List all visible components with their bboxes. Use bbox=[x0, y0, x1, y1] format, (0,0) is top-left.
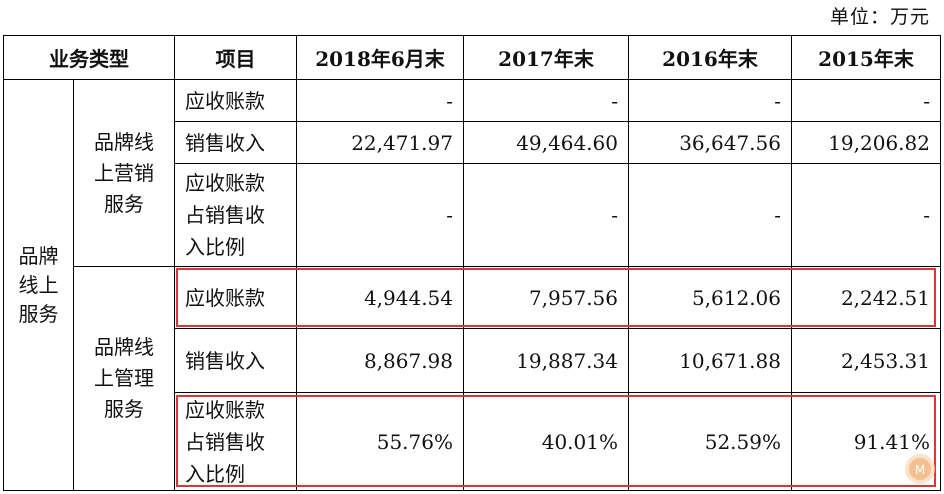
item-cell: 销售收入 bbox=[174, 121, 297, 164]
table-row: 品牌线上服务 品牌线上营销服务 应收账款 - - - - bbox=[3, 79, 941, 491]
item-label: 应收账款占销售收入比例 bbox=[185, 397, 265, 486]
value-cell: 10,671.88 bbox=[628, 328, 792, 393]
group-cell: 品牌线上营销服务 bbox=[73, 79, 175, 267]
value-cell: - bbox=[296, 79, 464, 122]
table-row: 应收账款占销售收入比例 55.76% 40.01% 52.59% 91.41% bbox=[4, 392, 941, 491]
value-cell: 5,612.06 bbox=[628, 266, 792, 329]
svg-text:M: M bbox=[915, 463, 925, 477]
group-cell: 品牌线上管理服务 bbox=[73, 266, 175, 491]
category-cell: 品牌线上服务 bbox=[3, 79, 74, 491]
value-cell: - bbox=[791, 79, 941, 122]
header-row: 业务类型 项目 2018年6月末 2017年末 2016年末 2015年末 bbox=[3, 35, 941, 80]
receivables-table: 业务类型 项目 2018年6月末 2017年末 2016年末 2015年末 品牌… bbox=[3, 35, 941, 491]
value-cell: 22,471.97 bbox=[296, 121, 464, 164]
table-row: 品牌线上管理服务 应收账款 4,944.54 7,957.56 5,612.06… bbox=[4, 266, 941, 491]
value-cell: 2,453.31 bbox=[791, 328, 941, 393]
header-item: 项目 bbox=[174, 35, 297, 80]
value-cell: 36,647.56 bbox=[628, 121, 792, 164]
value-cell: - bbox=[628, 163, 792, 267]
header-2017: 2017年末 bbox=[463, 35, 629, 80]
value-cell: - bbox=[463, 163, 629, 267]
watermark-logo: M bbox=[905, 454, 935, 484]
value-cell: 49,464.60 bbox=[463, 121, 629, 164]
value-cell: - bbox=[296, 163, 464, 267]
item-cell: 应收账款占销售收入比例 bbox=[174, 392, 297, 491]
value-cell: 2,242.51 bbox=[791, 266, 941, 329]
group-label: 品牌线上管理服务 bbox=[94, 335, 154, 421]
header-business-type: 业务类型 bbox=[3, 35, 175, 80]
table-row: 销售收入 8,867.98 19,887.34 10,671.88 2,453.… bbox=[4, 328, 941, 393]
group-label: 品牌线上营销服务 bbox=[94, 129, 154, 216]
header-2018h1: 2018年6月末 bbox=[296, 35, 464, 80]
item-cell: 应收账款 bbox=[174, 266, 297, 329]
value-cell: 8,867.98 bbox=[296, 328, 464, 393]
value-cell: 7,957.56 bbox=[463, 266, 629, 329]
value-cell: 55.76% bbox=[296, 392, 464, 491]
category-label: 品牌线上服务 bbox=[18, 243, 59, 326]
item-cell: 应收账款占销售收入比例 bbox=[174, 163, 297, 267]
value-cell: - bbox=[791, 163, 941, 267]
value-cell: 52.59% bbox=[628, 392, 792, 491]
value-cell: - bbox=[628, 79, 792, 122]
header-2016: 2016年末 bbox=[628, 35, 792, 80]
value-cell: 19,887.34 bbox=[463, 328, 629, 393]
value-cell: 40.01% bbox=[463, 392, 629, 491]
value-cell: - bbox=[463, 79, 629, 122]
item-cell: 销售收入 bbox=[174, 328, 297, 393]
item-label: 应收账款占销售收入比例 bbox=[185, 171, 265, 259]
value-cell: 19,206.82 bbox=[791, 121, 941, 164]
unit-label: 单位：万元 bbox=[829, 6, 930, 28]
value-cell: 4,944.54 bbox=[296, 266, 464, 329]
header-2015: 2015年末 bbox=[791, 35, 941, 80]
item-cell: 应收账款 bbox=[174, 79, 297, 122]
